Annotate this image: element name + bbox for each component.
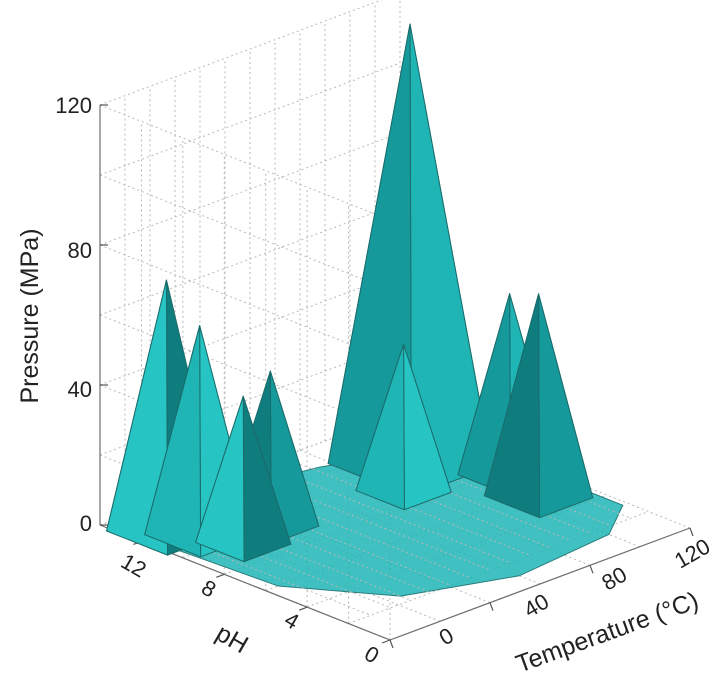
- temp-tick-120: 120: [670, 533, 714, 573]
- ph-tick-0: 0: [360, 641, 383, 669]
- ph-tick-mark: [381, 639, 391, 644]
- grid-left-horizontal: [99, 244, 391, 361]
- temp-tick-40: 40: [519, 589, 553, 623]
- z-tick-0: 0: [80, 511, 92, 536]
- ph-tick-8: 8: [197, 575, 220, 603]
- grid-left-horizontal: [99, 104, 391, 221]
- surface-base-mesh: [150, 527, 369, 615]
- temperature-tick-mark: [689, 527, 694, 537]
- grid-back-horizontal: [99, 132, 401, 246]
- surface-base-mesh: [170, 520, 389, 608]
- surface-peak: [327, 23, 493, 498]
- surface-base-mesh: [350, 452, 569, 541]
- surface-peak-facet: [144, 325, 202, 558]
- z-tick-80: 80: [68, 238, 92, 263]
- temperature-tick-mark: [389, 639, 394, 649]
- surface-base-mesh: [190, 512, 409, 600]
- z-tick-120: 120: [55, 93, 92, 118]
- surface-peak-facet: [106, 279, 168, 556]
- y-axis-label: pH: [211, 619, 253, 659]
- z-tick-labels: 0 40 80 120: [55, 93, 92, 536]
- surface-base-mesh: [270, 482, 489, 571]
- z-tick-40: 40: [68, 377, 92, 402]
- surface-base-mesh: [210, 505, 429, 593]
- grid-back-horizontal: [99, 0, 383, 106]
- surface-peak-facet: [483, 293, 541, 519]
- surface-base-mesh: [330, 460, 549, 548]
- surface-base-mesh: [310, 467, 529, 556]
- surface-peak-facet: [355, 343, 405, 511]
- surface-peak-facet: [457, 293, 512, 497]
- ph-tick-mark: [298, 606, 308, 611]
- surface-peak-facet: [195, 395, 245, 563]
- surface-peak: [355, 343, 452, 511]
- surface-base-mesh: [290, 475, 509, 563]
- temperature-tick-mark: [489, 602, 494, 611]
- surface-base-mesh: [370, 445, 589, 533]
- grid-back-horizontal: [99, 62, 401, 176]
- temp-tick-80: 80: [597, 562, 631, 596]
- surface-peak: [483, 293, 594, 519]
- surface-peak: [195, 395, 292, 563]
- ph-tick-12: 12: [117, 549, 151, 583]
- grid-left-horizontal: [99, 174, 391, 291]
- z-axis-label: Pressure (MPa): [16, 228, 44, 403]
- ph-tick-4: 4: [280, 607, 303, 635]
- surface: [106, 23, 629, 615]
- ph-tick-mark: [216, 573, 225, 578]
- surface-base-mesh: [250, 490, 469, 578]
- surface-peak-facet: [538, 293, 594, 519]
- temp-tick-0: 0: [435, 623, 458, 651]
- grid-back-horizontal: [99, 272, 401, 386]
- surface-base-mesh: [230, 497, 449, 585]
- grid-back-horizontal: [99, 202, 401, 316]
- temperature-axis-line: [389, 527, 691, 641]
- temperature-tick-mark: [589, 565, 594, 574]
